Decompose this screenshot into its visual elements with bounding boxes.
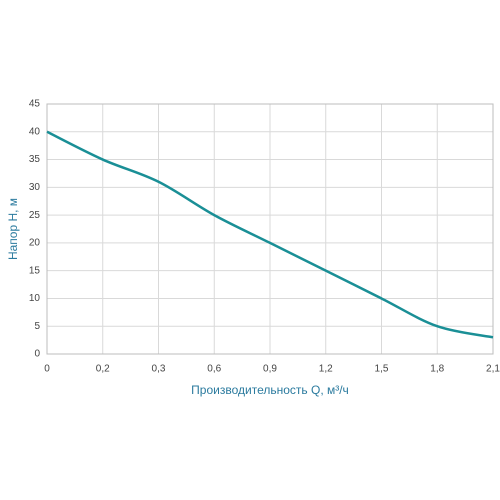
y-tick-label: 45 <box>29 99 41 110</box>
x-tick-label: 1,8 <box>430 364 444 375</box>
y-tick-label: 10 <box>29 293 41 304</box>
y-tick-label: 20 <box>29 238 41 249</box>
x-tick-label: 0 <box>44 364 50 375</box>
y-tick-label: 5 <box>34 321 40 332</box>
y-tick-label: 30 <box>29 182 41 193</box>
y-tick-label: 25 <box>29 210 41 221</box>
data-line <box>46 130 494 339</box>
x-tick-label: 1,5 <box>375 364 389 375</box>
y-tick-label: 15 <box>29 265 41 276</box>
y-tick-label: 40 <box>29 126 41 137</box>
x-axis-title: Производительность Q, м³/ч <box>191 383 349 397</box>
x-tick-label: 0,3 <box>152 364 166 375</box>
x-tick-label: 1,2 <box>319 364 333 375</box>
x-tick-label: 0,6 <box>207 364 221 375</box>
x-tick-label: 2,1 <box>486 364 500 375</box>
x-tick-label: 0,9 <box>263 364 277 375</box>
x-tick-label: 0,2 <box>96 364 110 375</box>
y-axis-title: Напор H, м <box>6 198 20 260</box>
y-tick-label: 35 <box>29 154 41 165</box>
y-tick-label: 0 <box>34 349 40 360</box>
plot-frame <box>46 103 494 355</box>
